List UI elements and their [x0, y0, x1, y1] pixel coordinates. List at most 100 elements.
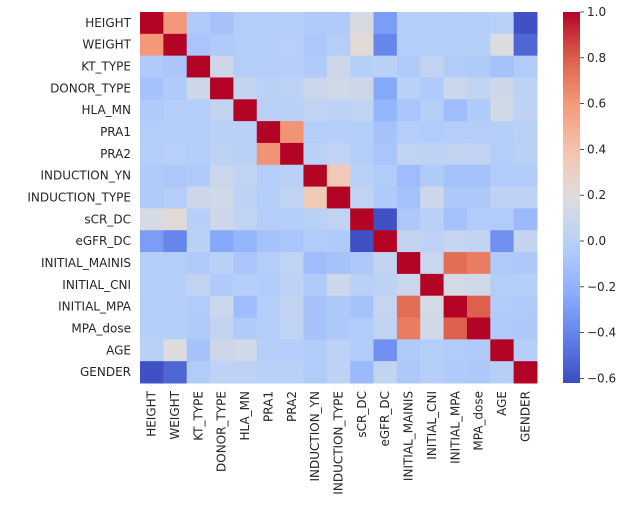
heatmap-cell-PRA1-HLA_MN — [233, 121, 258, 144]
heatmap-cell-PRA1-AGE — [490, 121, 515, 144]
heatmap-cell-KT_TYPE-GENDER — [513, 55, 538, 78]
heatmap-cell-HLA_MN-WEIGHT — [163, 99, 188, 122]
heatmap-cell-AGE-sCR_DC — [350, 339, 375, 362]
heatmap-cell-HEIGHT-DONOR_TYPE — [210, 12, 234, 35]
x-tick-label: INITIAL_CNI — [425, 391, 439, 460]
heatmap-cell-INDUCTION_YN-DONOR_TYPE — [210, 164, 234, 188]
heatmap-cell-INITIAL_MAINIS-INDUCTION_YN — [303, 252, 328, 275]
colorbar-tick-label: −0.6 — [587, 371, 616, 385]
heatmap-cell-INITIAL_MPA-HEIGHT — [140, 295, 164, 319]
heatmap-cell-HEIGHT-WEIGHT — [163, 12, 188, 35]
heatmap-cell-INITIAL_MPA-MPA_dose — [466, 295, 491, 319]
heatmap-cell-PRA1-WEIGHT — [163, 121, 188, 144]
heatmap-cell-INDUCTION_TYPE-GENDER — [513, 186, 538, 209]
heatmap-cell-GENDER-DONOR_TYPE — [210, 361, 234, 384]
y-tick-label: INITIAL_CNI — [62, 278, 131, 292]
heatmap-cell-INDUCTION_YN-INITIAL_CNI — [420, 164, 445, 188]
heatmap-cell-INITIAL_MPA-PRA2 — [280, 295, 304, 319]
heatmap-cell-INITIAL_MAINIS-INDUCTION_TYPE — [326, 252, 351, 275]
heatmap-cell-KT_TYPE-INDUCTION_TYPE — [326, 55, 351, 78]
heatmap-cell-eGFR_DC-WEIGHT — [163, 230, 188, 253]
y-tick-label: eGFR_DC — [75, 234, 131, 248]
heatmap-cell-PRA2-INITIAL_MAINIS — [396, 142, 421, 166]
heatmap-cell-INITIAL_MPA-PRA1 — [256, 295, 281, 319]
heatmap-cell-eGFR_DC-PRA1 — [256, 230, 281, 253]
heatmap-cell-sCR_DC-HEIGHT — [140, 208, 164, 231]
heatmap-cell-INITIAL_CNI-DONOR_TYPE — [210, 273, 234, 297]
heatmap-cell-INITIAL_MPA-AGE — [490, 295, 515, 319]
heatmap-cell-GENDER-KT_TYPE — [186, 361, 211, 384]
heatmap-cell-MPA_dose-WEIGHT — [163, 317, 188, 340]
heatmap-cell-INITIAL_CNI-INITIAL_MPA — [443, 273, 468, 297]
colorbar-tick-label: −0.4 — [587, 326, 616, 340]
heatmap-cell-INITIAL_CNI-PRA1 — [256, 273, 281, 297]
heatmap-cell-eGFR_DC-HLA_MN — [233, 230, 258, 253]
heatmap-cell-AGE-KT_TYPE — [186, 339, 211, 362]
y-tick-label: MPA_dose — [71, 321, 131, 335]
heatmap-cell-GENDER-sCR_DC — [350, 361, 375, 384]
heatmap-cell-PRA2-MPA_dose — [466, 142, 491, 166]
heatmap-cell-INITIAL_MPA-GENDER — [513, 295, 538, 319]
heatmap-cell-sCR_DC-INITIAL_MPA — [443, 208, 468, 231]
heatmap-cell-INITIAL_MPA-INITIAL_MPA — [443, 295, 468, 319]
heatmap-cell-PRA2-eGFR_DC — [373, 142, 398, 166]
heatmap-cell-INDUCTION_TYPE-PRA1 — [256, 186, 281, 209]
heatmap-cell-AGE-WEIGHT — [163, 339, 188, 362]
heatmap-cell-GENDER-INDUCTION_YN — [303, 361, 328, 384]
colorbar-gradient — [563, 12, 580, 383]
heatmap-cell-DONOR_TYPE-sCR_DC — [350, 77, 375, 100]
heatmap-cell-INITIAL_MAINIS-MPA_dose — [466, 252, 491, 275]
heatmap-cell-PRA2-sCR_DC — [350, 142, 375, 166]
heatmap-cell-PRA1-INDUCTION_TYPE — [326, 121, 351, 144]
heatmap-cell-MPA_dose-INITIAL_CNI — [420, 317, 445, 340]
heatmap-cell-DONOR_TYPE-INDUCTION_YN — [303, 77, 328, 100]
heatmap-cell-HEIGHT-HLA_MN — [233, 12, 258, 35]
heatmap-cell-DONOR_TYPE-KT_TYPE — [186, 77, 211, 100]
heatmap-cell-HEIGHT-MPA_dose — [466, 12, 491, 35]
heatmap-cell-KT_TYPE-sCR_DC — [350, 55, 375, 78]
heatmap-cell-INITIAL_MAINIS-sCR_DC — [350, 252, 375, 275]
heatmap-cell-MPA_dose-AGE — [490, 317, 515, 340]
heatmap-cell-INDUCTION_TYPE-KT_TYPE — [186, 186, 211, 209]
heatmap-cell-sCR_DC-INDUCTION_TYPE — [326, 208, 351, 231]
heatmap-cell-PRA1-DONOR_TYPE — [210, 121, 234, 144]
heatmap-cell-MPA_dose-PRA2 — [280, 317, 304, 340]
heatmap-cell-AGE-HLA_MN — [233, 339, 258, 362]
colorbar: 1.0 0.8 0.6 0.4 0.2 0.0 −0.2 −0.4 −0.6 — [563, 5, 616, 385]
heatmap-cell-AGE-INDUCTION_YN — [303, 339, 328, 362]
heatmap-cell-INITIAL_CNI-GENDER — [513, 273, 538, 297]
heatmap-cell-HEIGHT-INITIAL_MAINIS — [396, 12, 421, 35]
heatmap-cell-sCR_DC-GENDER — [513, 208, 538, 231]
y-tick-label: PRA1 — [100, 125, 131, 139]
heatmap-cell-MPA_dose-KT_TYPE — [186, 317, 211, 340]
heatmap-cell-GENDER-HLA_MN — [233, 361, 258, 384]
heatmap-cell-AGE-eGFR_DC — [373, 339, 398, 362]
heatmap-cell-INDUCTION_YN-INDUCTION_YN — [303, 164, 328, 188]
heatmap-cell-INITIAL_MPA-HLA_MN — [233, 295, 258, 319]
heatmap-cell-MPA_dose-PRA1 — [256, 317, 281, 340]
heatmap-cell-GENDER-eGFR_DC — [373, 361, 398, 384]
heatmap-cell-HLA_MN-INITIAL_MAINIS — [396, 99, 421, 122]
heatmap-cell-WEIGHT-INITIAL_MAINIS — [396, 33, 421, 57]
heatmap-cell-GENDER-INITIAL_MPA — [443, 361, 468, 384]
heatmap-cell-DONOR_TYPE-INDUCTION_TYPE — [326, 77, 351, 100]
heatmap-cell-INDUCTION_YN-PRA1 — [256, 164, 281, 188]
y-tick-label: INITIAL_MAINIS — [41, 256, 131, 270]
heatmap-cell-INDUCTION_YN-KT_TYPE — [186, 164, 211, 188]
heatmap-cell-PRA2-INITIAL_MPA — [443, 142, 468, 166]
heatmap-cell-PRA2-KT_TYPE — [186, 142, 211, 166]
heatmap-cell-eGFR_DC-INITIAL_MPA — [443, 230, 468, 253]
x-tick-label: MPA_dose — [472, 391, 486, 451]
heatmap-cell-AGE-DONOR_TYPE — [210, 339, 234, 362]
heatmap-cell-INDUCTION_YN-PRA2 — [280, 164, 304, 188]
heatmap-cell-INITIAL_CNI-INDUCTION_YN — [303, 273, 328, 297]
heatmap-cell-WEIGHT-AGE — [490, 33, 515, 57]
heatmap-cell-INITIAL_MPA-KT_TYPE — [186, 295, 211, 319]
colorbar-tick-label: −0.2 — [587, 280, 616, 294]
heatmap-cell-GENDER-INITIAL_CNI — [420, 361, 445, 384]
heatmap-cell-HLA_MN-sCR_DC — [350, 99, 375, 122]
heatmap-cell-HEIGHT-HEIGHT — [140, 12, 164, 35]
y-tick-label: GENDER — [80, 365, 131, 379]
heatmap-cell-DONOR_TYPE-WEIGHT — [163, 77, 188, 100]
